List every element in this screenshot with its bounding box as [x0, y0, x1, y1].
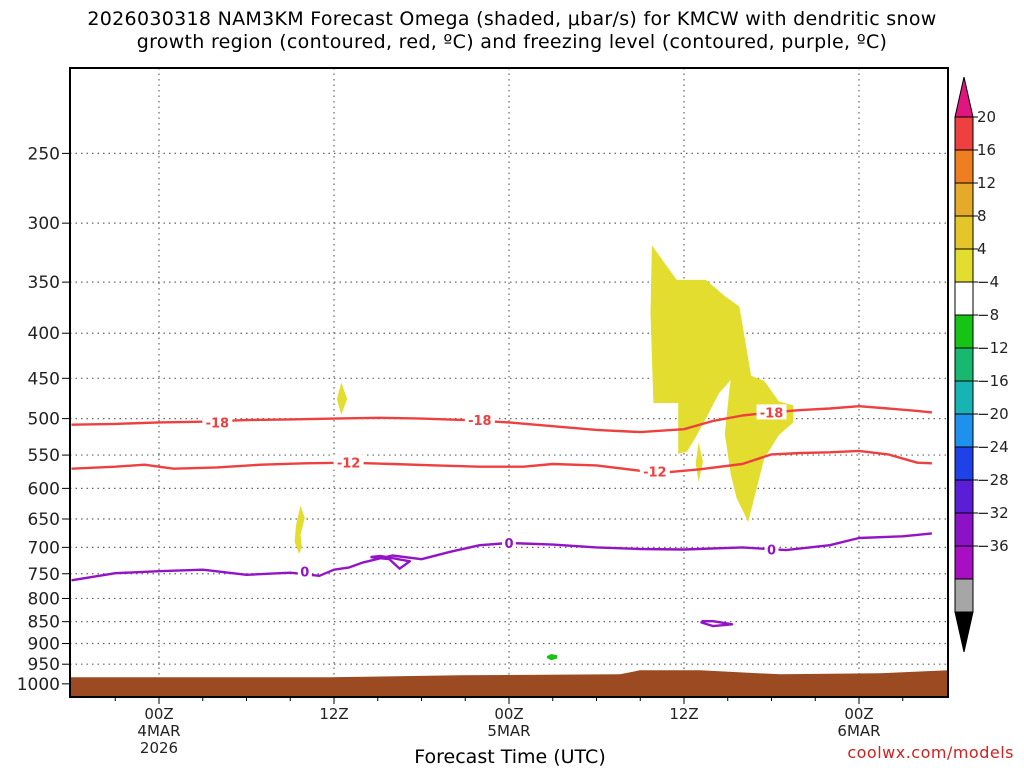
colorbar-label: −28 [977, 471, 1009, 489]
y-tick-label: 300 [28, 214, 60, 234]
x-tick-label: 00Z [844, 705, 873, 723]
x-tick-label: 6MAR [837, 722, 880, 740]
y-tick-label: 350 [28, 273, 60, 293]
terrain-surface [70, 670, 948, 697]
colorbar-label: 16 [977, 141, 996, 159]
y-tick-label: 750 [28, 565, 60, 585]
contour-label: -18 [760, 406, 784, 421]
contour-label: -18 [468, 414, 492, 429]
colorbar-swatch [954, 116, 974, 151]
x-tick-label: 12Z [319, 705, 348, 723]
site-credit[interactable]: coolwx.com/models [847, 743, 1014, 762]
omega-shaded-region [336, 382, 348, 415]
y-tick-label: 700 [28, 538, 60, 558]
contour-label-bg [764, 541, 779, 557]
chart-title-line-2: growth region (contoured, red, ºC) and f… [136, 31, 888, 53]
colorbar-swatch [954, 248, 974, 283]
y-tick-label: 850 [28, 613, 60, 633]
grid [70, 68, 948, 697]
contours: -18 -18 -18 -12 -12 0 0 0 [71, 404, 933, 628]
contour-label: 0 [767, 544, 776, 559]
y-tick-label: 450 [28, 369, 60, 389]
y-tick-label: 900 [28, 635, 60, 655]
colorbar-label: −12 [977, 339, 1009, 357]
omega-shading [294, 245, 794, 661]
contour-label: 0 [504, 537, 513, 552]
y-tick-label: 500 [28, 410, 60, 430]
colorbar-label: −4 [977, 273, 999, 291]
colorbar-swatch [954, 479, 974, 514]
colorbar-swatch [954, 182, 974, 217]
y-tick-label: 800 [28, 589, 60, 609]
x-tick-label: 5MAR [487, 722, 530, 740]
omega-shaded-region [546, 654, 558, 661]
contour-label-bg [639, 463, 670, 479]
colorbar-swatch [954, 215, 974, 250]
colorbar-label: 4 [977, 240, 987, 258]
colorbar-label: −20 [977, 405, 1009, 423]
y-tick-label: 250 [28, 144, 60, 164]
omega-shaded-region [695, 442, 703, 482]
colorbar-label: −36 [977, 537, 1009, 555]
contour-label: -18 [206, 416, 230, 431]
colorbar-label: −32 [977, 504, 1009, 522]
x-tick-label: 2026 [140, 739, 178, 757]
y-tick-label: 1000 [17, 675, 60, 695]
contour-label-bg [502, 534, 516, 550]
colorbar-swatch [954, 545, 974, 580]
colorbar-label: −16 [977, 372, 1009, 390]
y-axis: 2503003504004505005506006507007508008509… [17, 144, 70, 695]
colorbar-swatch [954, 578, 974, 613]
colorbar: 20 16 12 8 4 −4 −8 −12 −16 −20 −24 −28 −32 −36 [954, 76, 1009, 653]
contour-label-bg [297, 563, 312, 579]
colorbar-swatch [954, 347, 974, 382]
y-tick-label: 400 [28, 324, 60, 344]
contour-label-bg [756, 404, 787, 420]
terrain-fill [70, 670, 948, 697]
y-tick-label: 950 [28, 655, 60, 675]
chart-title-line-1: 2026030318 NAM3KM Forecast Omega (shaded… [87, 8, 937, 30]
y-tick-label: 600 [28, 479, 60, 499]
x-tick-label: 12Z [669, 705, 698, 723]
omega-shaded-region [650, 245, 794, 522]
contour-label-bg [202, 414, 233, 430]
colorbar-bottom-arrow [954, 611, 974, 653]
y-tick-label: 650 [28, 510, 60, 530]
contour-line [700, 620, 734, 628]
contour-line [71, 405, 933, 434]
contour-label: -12 [643, 465, 667, 480]
colorbar-swatch [954, 446, 974, 481]
colorbar-swatch [954, 512, 974, 547]
x-tick-label: 00Z [494, 705, 523, 723]
colorbar-swatch [954, 281, 974, 316]
colorbar-label: 12 [977, 174, 996, 192]
contour-line [370, 554, 411, 570]
y-tick-label: 550 [28, 446, 60, 466]
contour-line [71, 532, 933, 582]
x-tick-label: 00Z [144, 705, 173, 723]
colorbar-swatch [954, 149, 974, 184]
colorbar-label: −24 [977, 438, 1009, 456]
omega-shaded-region [294, 505, 305, 554]
contour-line [71, 449, 932, 474]
contour-label: -12 [337, 457, 361, 472]
colorbar-swatch [954, 413, 974, 448]
contour-label: 0 [300, 566, 309, 581]
colorbar-swatch [954, 314, 974, 349]
colorbar-label: 20 [977, 108, 996, 126]
x-tick-label: 4MAR [137, 722, 180, 740]
colorbar-swatch [954, 380, 974, 415]
x-axis-title: Forecast Time (UTC) [414, 746, 606, 768]
colorbar-label: 8 [977, 207, 987, 225]
colorbar-label: −8 [977, 306, 999, 324]
contour-label-bg [333, 454, 364, 470]
contour-label-bg [464, 412, 495, 428]
colorbar-top-arrow [954, 76, 974, 118]
